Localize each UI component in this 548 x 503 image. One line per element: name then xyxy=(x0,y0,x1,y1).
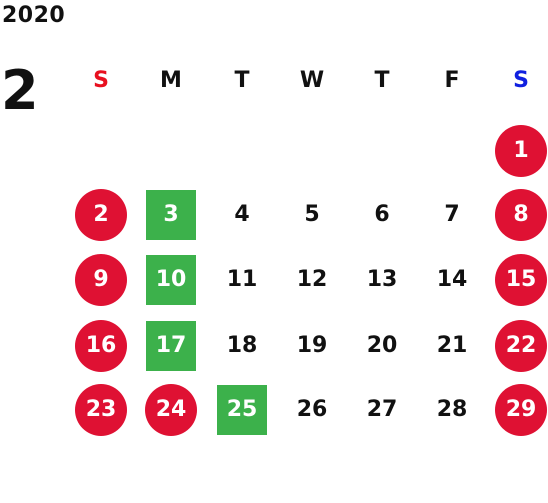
day-cell-25: 25 xyxy=(217,385,267,435)
day-cell-22: 22 xyxy=(495,320,547,372)
day-cell-27: 27 xyxy=(366,397,398,422)
weekday-label: S xyxy=(93,68,109,93)
weekday-label: F xyxy=(444,68,460,93)
day-cell-29: 29 xyxy=(495,384,547,436)
day-cell-28: 28 xyxy=(436,397,468,422)
day-cell-24: 24 xyxy=(145,384,197,436)
day-cell-4: 4 xyxy=(234,202,250,227)
weekday-label: T xyxy=(374,68,390,93)
day-cell-10: 10 xyxy=(146,255,196,305)
day-cell-19: 19 xyxy=(296,333,328,358)
weekday-label: S xyxy=(513,68,529,93)
day-cell-5: 5 xyxy=(304,202,320,227)
day-cell-21: 21 xyxy=(436,333,468,358)
calendar-month: 2 xyxy=(1,59,39,122)
day-cell-9: 9 xyxy=(75,254,127,306)
day-cell-11: 11 xyxy=(226,267,258,292)
day-cell-14: 14 xyxy=(436,267,468,292)
day-cell-20: 20 xyxy=(366,333,398,358)
day-cell-16: 16 xyxy=(75,320,127,372)
weekday-label: W xyxy=(299,68,325,93)
day-cell-26: 26 xyxy=(296,397,328,422)
day-cell-2: 2 xyxy=(75,189,127,241)
day-cell-7: 7 xyxy=(444,202,460,227)
day-cell-3: 3 xyxy=(146,190,196,240)
day-cell-1: 1 xyxy=(495,125,547,177)
day-cell-6: 6 xyxy=(374,202,390,227)
day-cell-13: 13 xyxy=(366,267,398,292)
weekday-label: T xyxy=(234,68,250,93)
day-cell-15: 15 xyxy=(495,254,547,306)
day-cell-17: 17 xyxy=(146,321,196,371)
weekday-label: M xyxy=(160,68,182,93)
calendar-year: 2020 xyxy=(2,3,66,28)
day-cell-8: 8 xyxy=(495,189,547,241)
day-cell-23: 23 xyxy=(75,384,127,436)
day-cell-12: 12 xyxy=(296,267,328,292)
day-cell-18: 18 xyxy=(226,333,258,358)
